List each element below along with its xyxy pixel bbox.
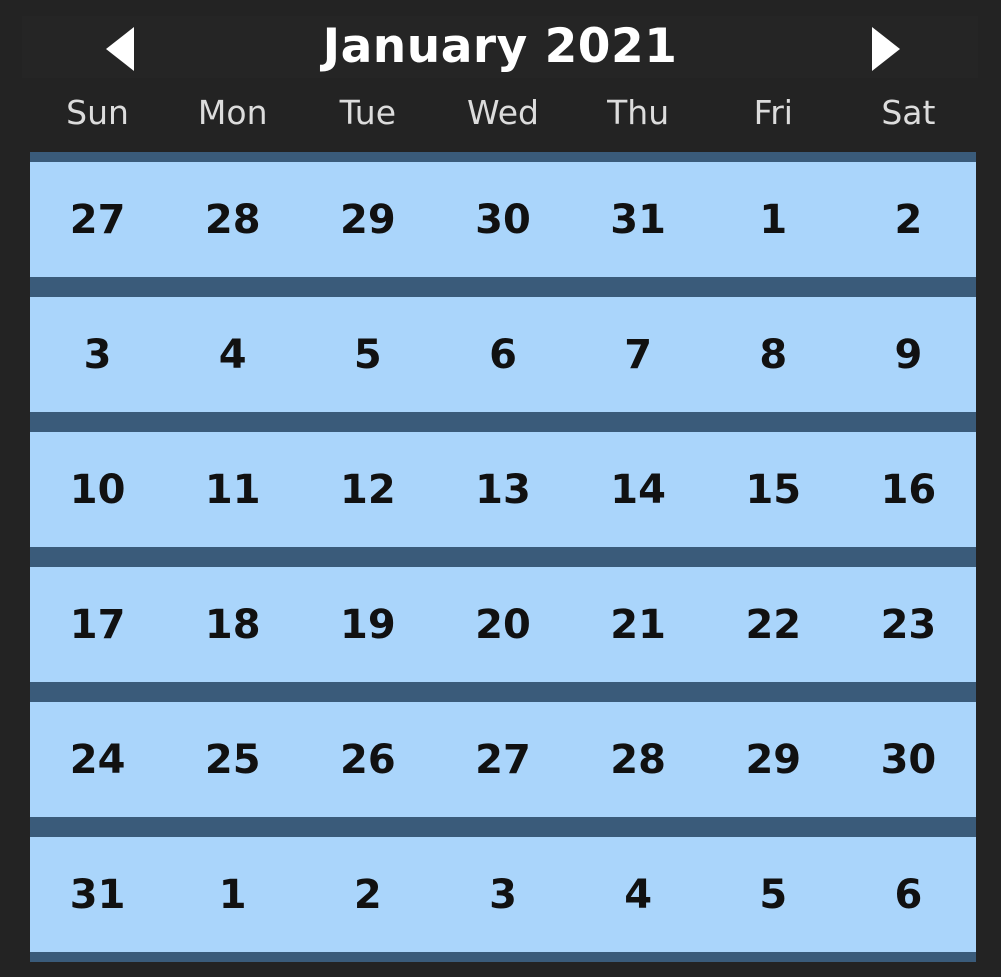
day-cell[interactable]: 26 bbox=[340, 736, 396, 783]
weekday-mon: Mon bbox=[197, 93, 268, 132]
prev-month-button[interactable] bbox=[104, 26, 144, 72]
day-cell[interactable]: 30 bbox=[880, 736, 937, 783]
week-row: 31 1 2 3 4 5 6 bbox=[30, 837, 976, 952]
day-cell[interactable]: 27 bbox=[69, 196, 126, 243]
day-cell[interactable]: 19 bbox=[340, 601, 396, 648]
week-row: 17 18 19 20 21 22 23 bbox=[30, 567, 976, 682]
day-cell[interactable]: 30 bbox=[475, 196, 531, 243]
day-cell[interactable]: 24 bbox=[69, 736, 126, 783]
day-cell[interactable]: 4 bbox=[624, 871, 653, 918]
day-cell[interactable]: 21 bbox=[610, 601, 666, 648]
day-cell[interactable]: 18 bbox=[204, 601, 261, 648]
day-cell[interactable]: 7 bbox=[624, 331, 653, 378]
day-cell[interactable]: 6 bbox=[894, 871, 923, 918]
day-cell[interactable]: 9 bbox=[894, 331, 923, 378]
day-cell[interactable]: 27 bbox=[475, 736, 531, 783]
weekday-sun: Sun bbox=[66, 93, 129, 132]
weekday-sat: Sat bbox=[881, 93, 936, 132]
day-cell[interactable]: 29 bbox=[340, 196, 396, 243]
triangle-right-icon bbox=[872, 27, 900, 71]
day-cell[interactable]: 10 bbox=[69, 466, 126, 513]
weekday-header-row: Sun Mon Tue Wed Thu Fri Sat bbox=[30, 88, 976, 138]
day-cell[interactable]: 22 bbox=[745, 601, 802, 648]
day-cell[interactable]: 1 bbox=[218, 871, 247, 918]
day-cell[interactable]: 4 bbox=[218, 331, 247, 378]
day-cell[interactable]: 2 bbox=[353, 871, 382, 918]
day-cell[interactable]: 3 bbox=[489, 871, 517, 918]
month-title: January 2021 bbox=[322, 19, 678, 74]
calendar-header: January 2021 bbox=[22, 16, 978, 78]
day-cell[interactable]: 17 bbox=[69, 601, 126, 648]
day-cell[interactable]: 6 bbox=[489, 331, 517, 378]
day-cell[interactable]: 28 bbox=[610, 736, 666, 783]
week-row: 27 28 29 30 31 1 2 bbox=[30, 162, 976, 277]
weekday-tue: Tue bbox=[339, 93, 397, 132]
day-cell[interactable]: 29 bbox=[745, 736, 802, 783]
day-cell[interactable]: 15 bbox=[745, 466, 802, 513]
day-cell[interactable]: 3 bbox=[83, 331, 112, 378]
day-cell[interactable]: 8 bbox=[759, 331, 788, 378]
day-cell[interactable]: 2 bbox=[894, 196, 923, 243]
triangle-left-icon bbox=[106, 27, 134, 71]
week-row: 24 25 26 27 28 29 30 bbox=[30, 702, 976, 817]
day-cell[interactable]: 5 bbox=[759, 871, 788, 918]
week-row: 10 11 12 13 14 15 16 bbox=[30, 432, 976, 547]
day-cell[interactable]: 31 bbox=[69, 871, 126, 918]
day-cell[interactable]: 14 bbox=[610, 466, 666, 513]
day-cell[interactable]: 12 bbox=[340, 466, 396, 513]
day-cell[interactable]: 31 bbox=[610, 196, 666, 243]
day-cell[interactable]: 16 bbox=[880, 466, 937, 513]
day-cell[interactable]: 20 bbox=[475, 601, 531, 648]
day-cell[interactable]: 11 bbox=[204, 466, 261, 513]
week-row: 3 4 5 6 7 8 9 bbox=[30, 297, 976, 412]
day-cell[interactable]: 5 bbox=[353, 331, 382, 378]
day-cell[interactable]: 23 bbox=[880, 601, 937, 648]
next-month-button[interactable] bbox=[866, 26, 906, 72]
weekday-fri: Fri bbox=[753, 93, 793, 132]
weekday-thu: Thu bbox=[607, 93, 670, 132]
weekday-wed: Wed bbox=[467, 93, 539, 132]
day-cell[interactable]: 1 bbox=[759, 196, 788, 243]
day-cell[interactable]: 13 bbox=[475, 466, 531, 513]
day-cell[interactable]: 28 bbox=[204, 196, 261, 243]
day-cell[interactable]: 25 bbox=[204, 736, 261, 783]
calendar-grid: 27 28 29 30 31 1 2 3 4 5 6 7 8 9 10 11 1… bbox=[30, 152, 976, 962]
